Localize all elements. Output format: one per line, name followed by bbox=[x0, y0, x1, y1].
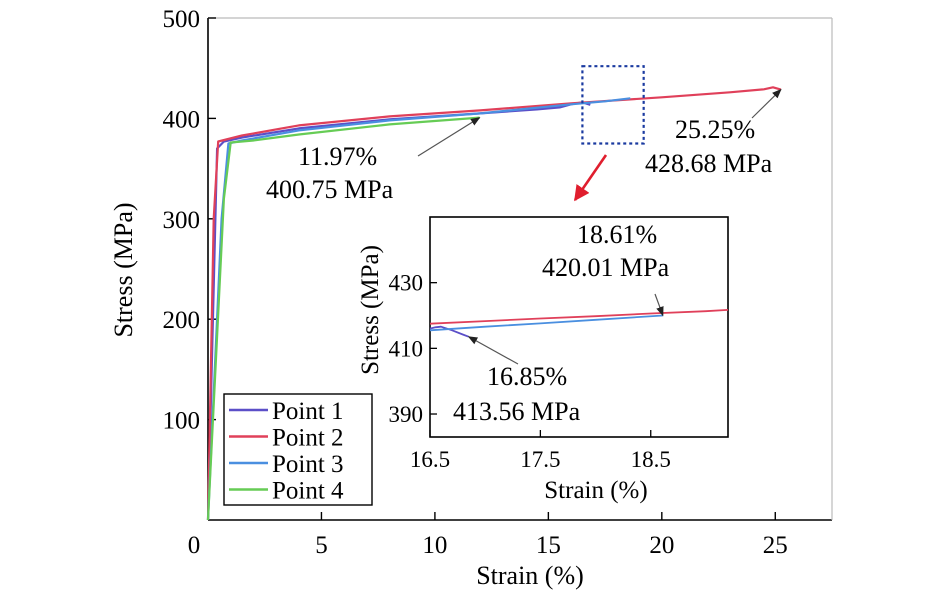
main-y-axis-title: Stress (MPa) bbox=[109, 202, 138, 337]
annotation-point4-strain: 11.97% bbox=[298, 142, 377, 171]
main-series bbox=[206, 86, 782, 521]
annotation-point3-stress: 420.01 MPa bbox=[542, 253, 670, 282]
annotation-point4-stress: 400.75 MPa bbox=[266, 175, 394, 204]
main-y-ticks: 100 200 300 400 500 bbox=[163, 6, 216, 435]
legend-label: Point 3 bbox=[272, 451, 344, 478]
inset-series-line-point-2 bbox=[429, 309, 729, 325]
main-x-tick-label: 10 bbox=[422, 532, 447, 559]
inset-background bbox=[426, 213, 730, 439]
main-x-axis-title: Strain (%) bbox=[476, 561, 584, 590]
inset-x-tick-label: 16.5 bbox=[410, 447, 450, 472]
annotation-point3-arrow bbox=[654, 293, 664, 317]
main-x-tick-label: 25 bbox=[763, 532, 788, 559]
annotation-point2-stress: 428.68 MPa bbox=[645, 149, 773, 178]
annotation-point4-arrow bbox=[417, 117, 481, 157]
annotation-point1-stress: 413.56 MPa bbox=[453, 397, 581, 426]
main-x-tick-label: 20 bbox=[649, 532, 674, 559]
legend-label: Point 1 bbox=[272, 398, 344, 425]
inset-x-tick-label: 17.5 bbox=[520, 447, 560, 472]
annotation-point3-end: 18.61% 420.01 MPa bbox=[542, 220, 670, 317]
main-x-tick-label: 5 bbox=[315, 532, 328, 559]
annotation-point3-strain: 18.61% bbox=[577, 220, 657, 249]
main-y-tick-label: 500 bbox=[163, 6, 201, 33]
inset-y-tick-label: 390 bbox=[389, 402, 424, 427]
main-x-tick-label: 15 bbox=[536, 532, 561, 559]
zoom-region-box bbox=[581, 65, 645, 145]
annotation-point2-end: 25.25% 428.68 MPa bbox=[645, 88, 782, 178]
inset-series bbox=[429, 309, 729, 338]
legend-box bbox=[223, 393, 373, 506]
inset-series-line-point-3 bbox=[429, 314, 663, 332]
legend-label: Point 4 bbox=[272, 478, 344, 505]
annotation-point2-arrow bbox=[751, 88, 782, 119]
annotation-point2-strain: 25.25% bbox=[675, 115, 755, 144]
inset-y-tick-label: 410 bbox=[389, 336, 424, 361]
main-y-tick-label: 200 bbox=[163, 307, 201, 334]
main-y-tick-label: 300 bbox=[163, 207, 201, 234]
main-y-tick-label: 100 bbox=[163, 408, 201, 435]
inset-y-tick-label: 430 bbox=[389, 271, 424, 296]
inset-chart: 390 410 430 16.5 17.5 18.5 Strain (%) Stress… bbox=[357, 213, 730, 504]
inset-y-ticks: 390 410 430 bbox=[389, 271, 437, 427]
series-line-point-4 bbox=[206, 116, 480, 521]
inset-plot-frame bbox=[429, 216, 729, 438]
annotation-point1-strain: 16.85% bbox=[487, 362, 567, 391]
main-chart: 100 200 300 400 500 0 5 10 15 20 25 Strain (%) St… bbox=[109, 6, 833, 590]
annotation-point1-end: 16.85% 413.56 MPa bbox=[453, 336, 581, 426]
inset-x-ticks: 16.5 17.5 18.5 bbox=[410, 430, 671, 472]
main-y-tick-label: 400 bbox=[163, 106, 201, 133]
annotation-point1-arrow bbox=[467, 336, 519, 365]
main-x-ticks: 0 5 10 15 20 25 bbox=[188, 512, 788, 559]
inset-y-axis-title: Stress (MPa) bbox=[357, 245, 384, 375]
main-x-tick-label: 0 bbox=[188, 532, 201, 559]
annotation-point4-end: 11.97% 400.75 MPa bbox=[266, 117, 481, 204]
main-plot-frame bbox=[207, 17, 833, 521]
inset-x-axis-title: Strain (%) bbox=[544, 477, 647, 504]
legend-label: Point 2 bbox=[272, 425, 344, 452]
zoom-arrow bbox=[573, 154, 608, 202]
series-line-point-2 bbox=[206, 86, 782, 521]
inset-x-tick-label: 18.5 bbox=[631, 447, 671, 472]
